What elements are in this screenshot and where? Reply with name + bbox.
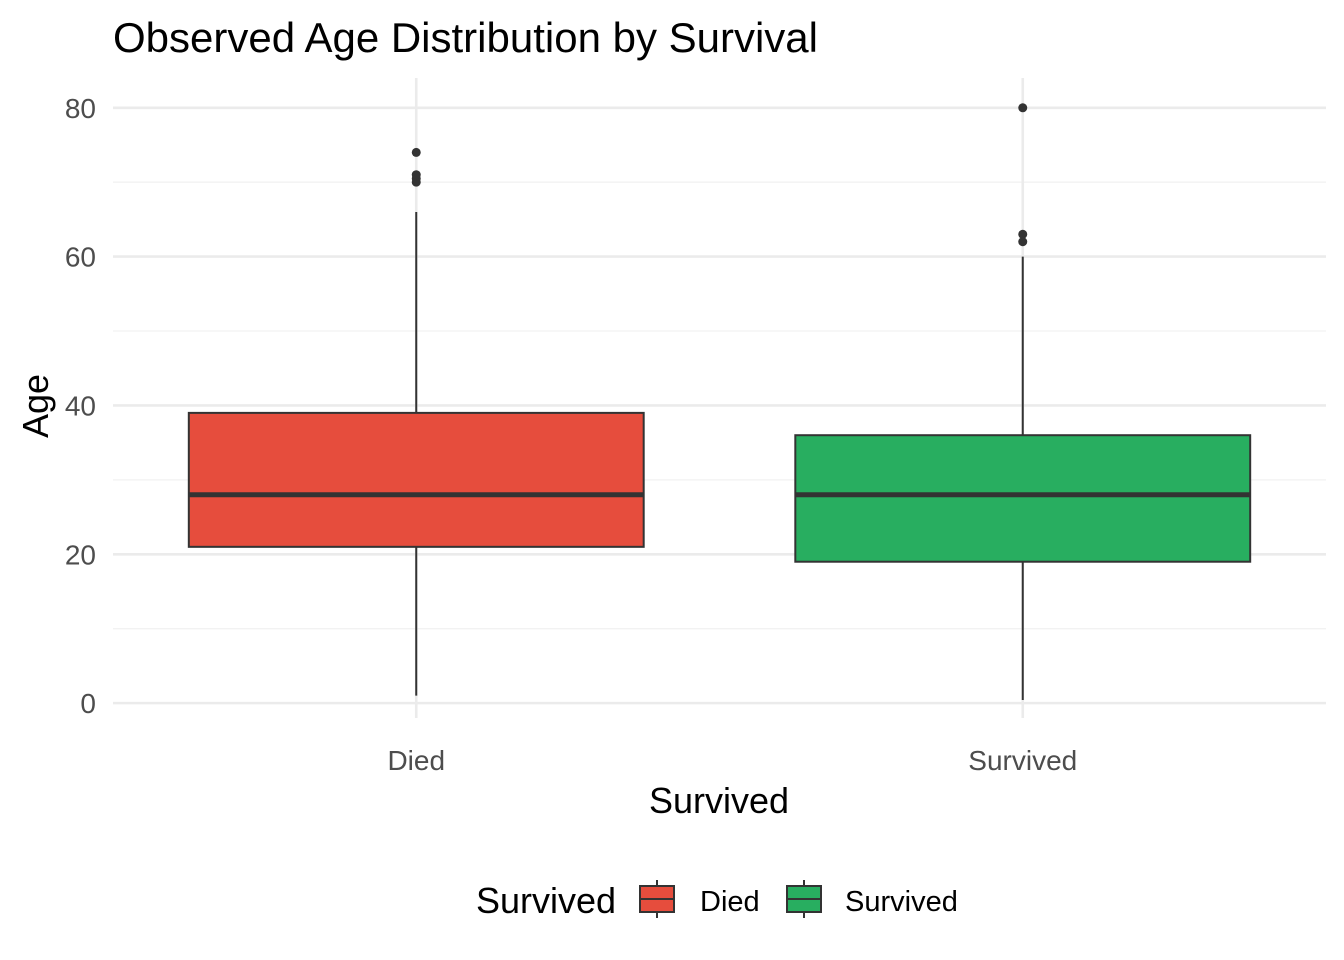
y-tick-label: 80: [65, 93, 96, 124]
x-tick-label: Survived: [968, 745, 1077, 776]
legend-item-survived: Survived: [786, 880, 958, 918]
x-axis-title: Survived: [649, 780, 789, 821]
legend-title: Survived: [476, 880, 616, 921]
boxes: [187, 103, 1252, 700]
legend-label: Died: [700, 886, 760, 918]
outlier-point: [411, 147, 421, 157]
outlier-point: [1018, 237, 1028, 247]
y-tick-label: 40: [65, 390, 96, 421]
box-iqr: [794, 434, 1252, 563]
box-died: [187, 147, 645, 696]
legend: Survived Died Survived: [476, 880, 958, 921]
tick-labels: 0 20 40 60 80 Died Survived: [65, 93, 1077, 776]
y-tick-label: 60: [65, 242, 96, 273]
outlier-point: [411, 170, 421, 180]
y-tick-label: 20: [65, 539, 96, 570]
box-iqr: [187, 411, 645, 548]
outlier-point: [1018, 229, 1028, 239]
legend-item-died: Died: [639, 880, 760, 918]
y-tick-label: 0: [80, 688, 96, 719]
legend-items: Died Survived: [639, 880, 958, 918]
grid: [113, 78, 1326, 718]
outlier-point: [1018, 103, 1028, 113]
chart-title: Observed Age Distribution by Survival: [113, 14, 818, 61]
x-tick-label: Died: [387, 745, 445, 776]
legend-label: Survived: [845, 886, 958, 918]
box-survived: [794, 103, 1252, 700]
y-axis-title: Age: [15, 374, 56, 438]
